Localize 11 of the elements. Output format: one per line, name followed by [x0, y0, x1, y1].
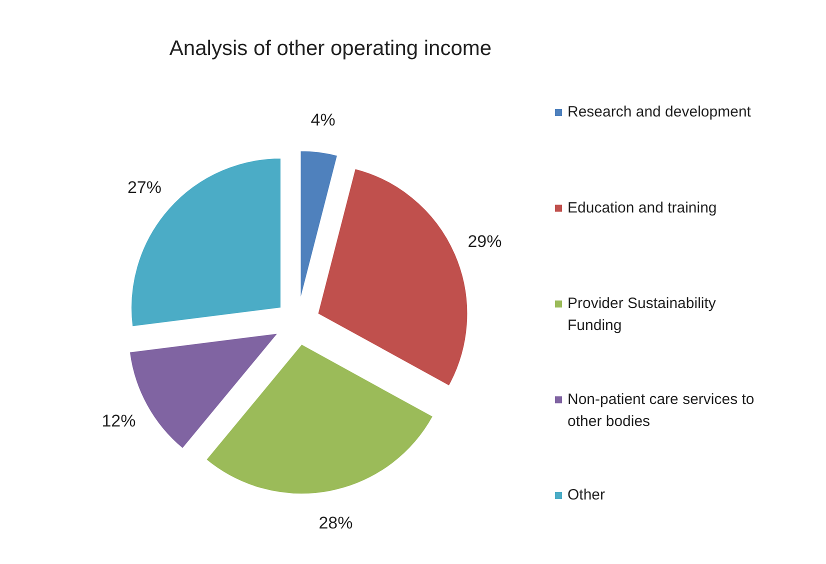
legend-label: Research and development — [568, 104, 752, 120]
data-label: 4% — [310, 110, 336, 130]
data-label: 27% — [127, 178, 162, 198]
data-label: 28% — [318, 513, 353, 532]
legend-label: Non-patient care services to other bodies — [568, 390, 754, 430]
data-label: 12% — [102, 411, 136, 430]
legend-label: Provider Sustainability Funding — [568, 295, 716, 334]
chart-title: Analysis of other operating income — [169, 37, 492, 60]
data-label: 29% — [468, 232, 502, 251]
legend-label: Other — [568, 486, 606, 504]
legend-label: Education and training — [568, 199, 717, 216]
